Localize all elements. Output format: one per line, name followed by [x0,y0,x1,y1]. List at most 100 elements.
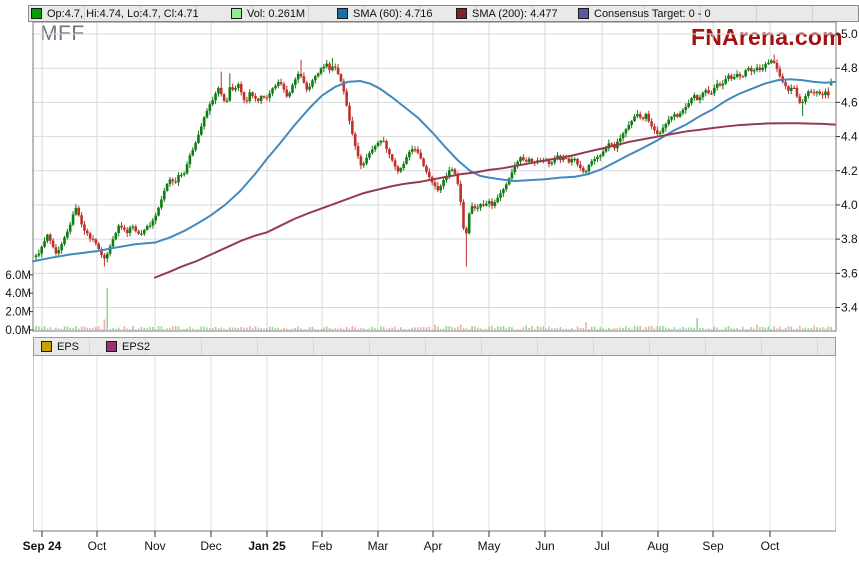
volume-bar [397,329,399,330]
candle-body [678,113,682,117]
volume-bar [419,327,422,330]
volume-bar [106,287,109,330]
x-axis-label: Jan 25 [248,539,286,553]
candle-body [63,237,66,245]
candle-body [239,84,243,93]
volume-bar [713,326,716,330]
price-panel-border [32,21,837,332]
candle-body [792,87,796,89]
volume-bar [588,328,590,330]
volume-bar [297,326,299,330]
candle-body [644,113,648,119]
volume-bar [160,326,163,330]
volume-bar [739,329,741,330]
volume-bar [451,327,453,330]
volume-bar [744,329,747,330]
candle-body [467,213,471,234]
volume-bar [371,326,374,330]
volume-bar [365,329,368,330]
legend-item-volume: Vol: 0.261M [231,6,305,21]
volume-bar [300,328,302,330]
volume-bar [308,327,311,330]
volume-bar [345,326,348,330]
candle-body [120,225,123,228]
volume-bar [103,319,106,330]
volume-bar [676,329,679,330]
candle-body [482,204,485,206]
volume-bar [807,328,810,330]
candle-body [225,100,229,102]
candle-body [376,142,380,147]
candle-body [356,146,360,157]
candle-body [587,164,591,172]
volume-bar [759,326,761,330]
candle-body [556,155,559,160]
candle-body [504,184,508,190]
volume-bar [334,328,337,330]
candle-body [713,87,716,94]
candle-body [396,166,400,172]
candle-body [143,229,146,234]
volume-bar [343,329,345,330]
legend-label-sma60: SMA (60): 4.716 [353,7,433,20]
candle-body [271,88,274,94]
volume-bar [46,328,49,330]
volume-bar [134,329,137,330]
candle-body [533,161,537,164]
candle-body [459,183,462,202]
volume-bar [194,329,197,330]
x-axis-label: Aug [647,539,668,553]
candle-body [447,170,451,177]
candle-body [579,164,582,168]
candle-body [690,98,693,104]
candle-body [60,244,63,251]
candle-body [262,96,266,98]
volume-bar [690,327,693,330]
candle-body [308,86,311,90]
volume-bar [556,328,559,330]
candle-body [747,68,750,71]
volume-bar [115,328,117,330]
volume-bar [172,326,174,330]
candle-body [94,239,98,244]
candle-body [228,87,232,101]
candle-body [638,114,642,118]
volume-bar [229,327,231,330]
candle-body [453,169,457,174]
volume-bar [95,326,97,330]
volume-bar [337,328,339,330]
volume-bar [579,327,582,330]
volume-bar [374,328,376,330]
volume-bar [608,327,610,330]
volume-bar [454,327,456,330]
candle-body [573,158,576,161]
candle-body [499,193,502,198]
volume-bar [722,329,724,330]
volume-bar [457,326,459,330]
x-axis-label: Sep 24 [23,539,62,553]
volume-bar [362,328,365,330]
candle-body [576,158,579,165]
volume-bar [149,327,151,330]
candle-body [695,95,699,101]
candle-body [730,75,733,79]
candle-body [316,73,320,77]
volume-bar [796,328,798,330]
volume-bar [502,326,505,330]
candle-body [476,207,480,209]
price-axis-label: 3.6 [841,266,858,280]
volume-bar [625,325,627,330]
volume-bar [223,328,225,330]
volume-bar [787,326,790,330]
candle-body [282,84,286,90]
volume-bar [764,327,767,330]
candle-body [131,226,135,228]
candle-body [362,163,366,166]
volume-bar [146,328,148,330]
candle-body [633,116,636,122]
volume-bar [434,324,436,330]
volume-bar [602,328,604,330]
candle-body [194,142,197,150]
volume-bar [770,329,773,330]
volume-bar [143,327,146,330]
